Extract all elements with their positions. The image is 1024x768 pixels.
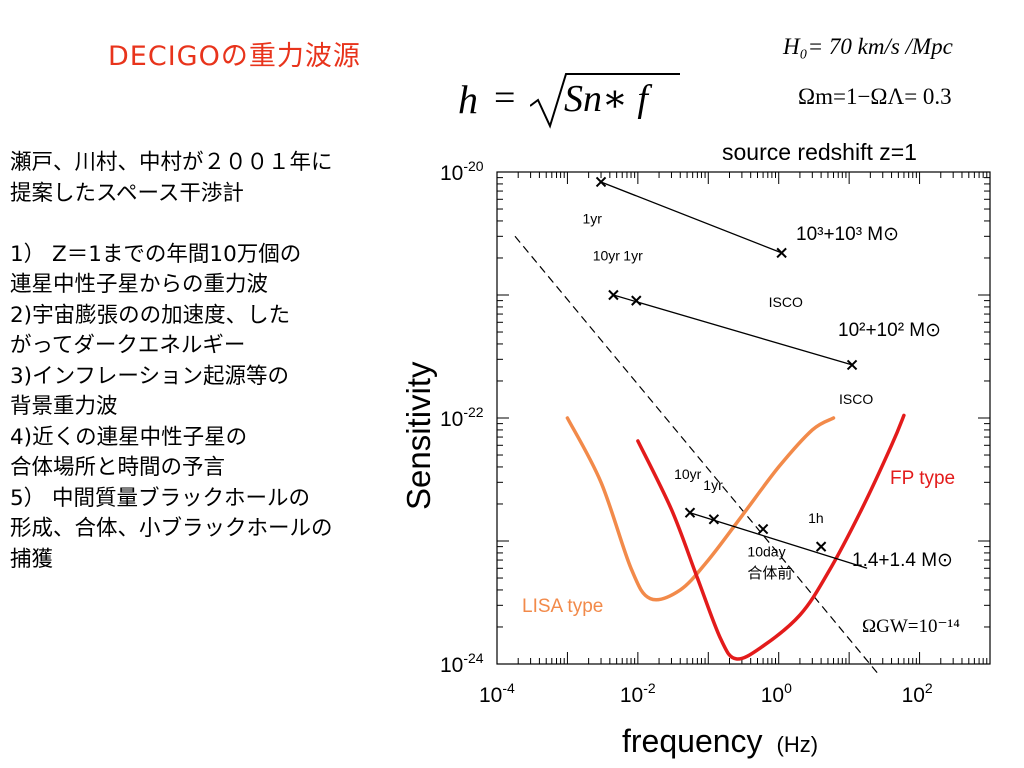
binary-mass-label: 1.4+1.4 M⊙: [852, 550, 953, 571]
binary-mass-label: 10²+10² M⊙: [838, 320, 941, 341]
hubble-constant: H₀= 70 km/s /Mpc: [783, 34, 953, 59]
track-marker: [757, 523, 769, 535]
track-annotation: 10yr: [593, 248, 621, 264]
lisa-curve: [565, 416, 836, 602]
formula-equals: =: [494, 77, 516, 119]
track-marker: [708, 514, 720, 525]
fp-type-label: FP type: [890, 468, 955, 489]
track-marker: [815, 541, 827, 552]
track-marker: [684, 507, 696, 518]
x-tick-exponent: 2: [925, 680, 933, 696]
lisa-type-label: LISA type: [522, 596, 603, 617]
binary-track-line: [613, 294, 853, 366]
y-tick-exponent: -22: [463, 404, 483, 420]
track-annotation: ISCO: [839, 391, 873, 407]
x-tick-label: 10-2: [620, 680, 656, 707]
x-tick-exponent: 0: [784, 680, 792, 696]
track-marker: [608, 289, 619, 301]
omega-matter: Ωm=1−ΩΛ= 0.3: [798, 84, 952, 109]
y-tick-exponent: -20: [463, 158, 483, 174]
track-annotation: 1yr: [623, 248, 643, 264]
x-axis-label: frequency (Hz): [622, 723, 818, 759]
omega-gw-dashed-line: [514, 235, 878, 674]
track-annotation: ISCO: [769, 294, 803, 310]
track-annotation: 1yr: [582, 211, 602, 227]
binary-track-line: [689, 512, 868, 569]
x-tick-label: 100: [761, 680, 792, 707]
strain-formula: h = Sn∗ f: [458, 70, 680, 129]
x-axis-unit: (Hz): [777, 732, 819, 757]
track-marker: [846, 359, 858, 371]
x-tick-exponent: -4: [502, 680, 515, 696]
track-marker: [631, 295, 642, 306]
y-tick-label: 10-24: [440, 650, 484, 677]
y-axis-label: Sensitivity: [400, 361, 437, 510]
y-tick-exponent: -24: [463, 650, 483, 666]
track-annotation: 合体前: [747, 564, 792, 582]
fp-curve: [636, 413, 906, 661]
x-tick-exponent: -2: [643, 680, 656, 696]
track-annotation: 10day: [747, 543, 785, 559]
plot-frame: [496, 171, 991, 665]
binary-track-line: [600, 181, 782, 254]
omega-gw-label: ΩGW=10⁻¹⁴: [862, 616, 960, 637]
y-tick-label: 10-22: [440, 404, 484, 431]
radical-sign: [530, 73, 680, 129]
slide-title: DECIGOの重力波源: [108, 41, 361, 72]
track-annotation: 10yr: [674, 466, 702, 482]
track-annotation: 1h: [808, 510, 824, 526]
track-marker: [776, 247, 787, 259]
track-annotation: 1yr: [703, 477, 723, 493]
x-tick-label: 102: [902, 680, 933, 707]
binary-mass-label: 10³+10³ M⊙: [796, 224, 899, 245]
y-tick-label: 10-20: [440, 158, 484, 185]
x-tick-label: 10-4: [479, 680, 515, 707]
source-redshift-label: source redshift z=1: [722, 139, 917, 165]
formula-lhs: h: [458, 77, 478, 122]
track-marker: [595, 176, 607, 188]
formula-radicand: Sn∗ f: [564, 78, 648, 120]
source-list-text: 瀬戸、川村、中村が２００１年に 提案したスペース干渉計 1） Z＝1までの年間1…: [10, 150, 333, 572]
